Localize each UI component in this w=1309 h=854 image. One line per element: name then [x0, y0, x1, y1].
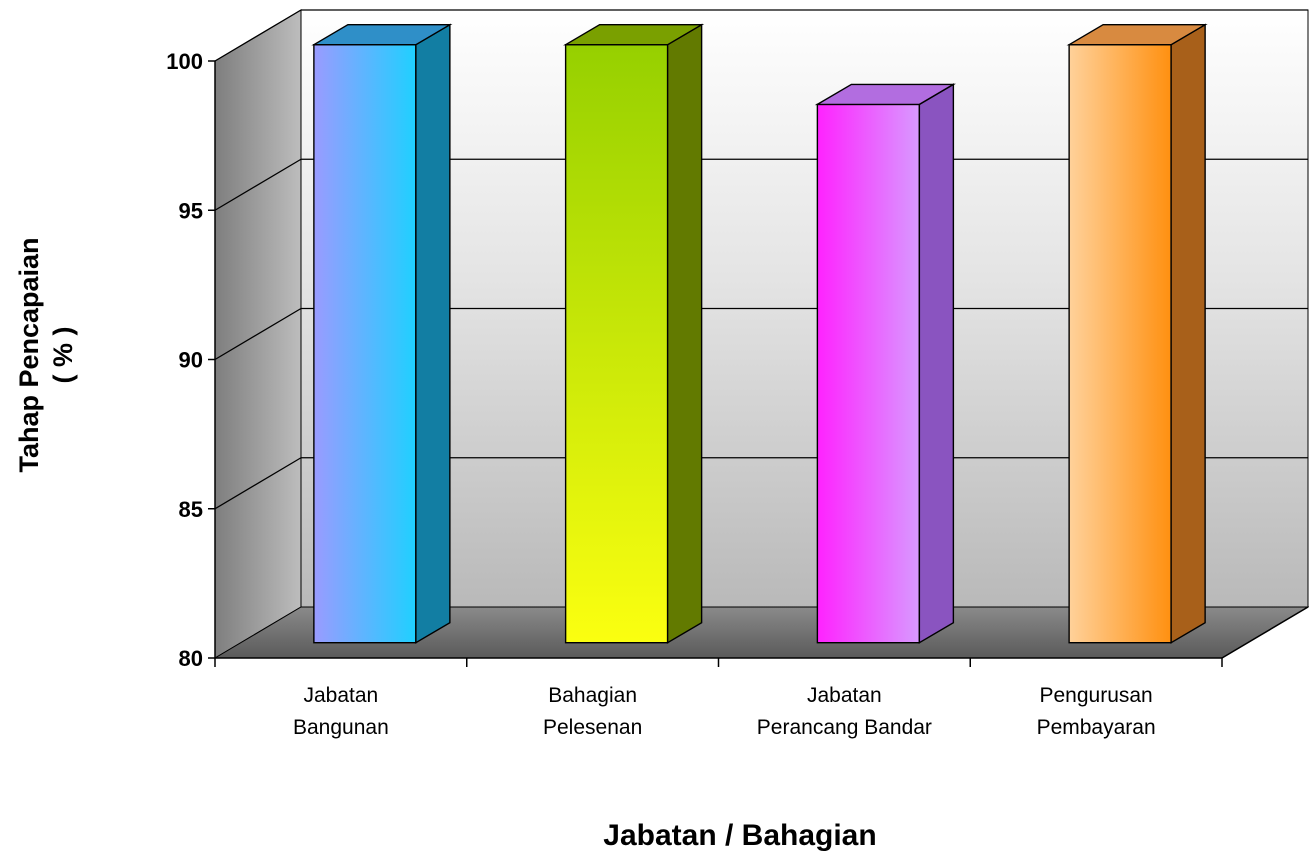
x-tick-label-line: Bahagian — [548, 684, 637, 707]
x-tick-label: Jabatan Perancang Bandar — [757, 684, 932, 739]
axes — [208, 60, 1309, 667]
x-tick-label: Bahagian Pelesenan — [543, 684, 642, 739]
bar-top — [311, 24, 453, 46]
y-tick-label: 90 — [179, 348, 203, 373]
x-tick-label: Pengurusan Pembayaran — [1037, 684, 1156, 739]
bar — [563, 23, 705, 644]
bar-front — [564, 44, 669, 644]
x-tick-labels: Jabatan Bangunan Bahagian Pelesenan Jabatan P… — [293, 684, 1156, 739]
y-tick-label: 100 — [166, 49, 203, 74]
bar — [814, 83, 956, 644]
bar-side — [666, 23, 703, 644]
gridline-side — [214, 457, 302, 510]
bar — [311, 23, 453, 644]
bar-top — [1066, 24, 1208, 46]
y-tick-label: 85 — [179, 497, 203, 522]
bar-side — [918, 83, 955, 644]
bar-front — [816, 103, 921, 644]
y-axis-label-unit: ( % ) — [48, 327, 78, 384]
x-tick-label: Jabatan Bangunan — [293, 684, 389, 739]
x-tick-label-line: Jabatan — [807, 684, 882, 707]
y-axis-label: Tahap Pencapaian — [14, 237, 44, 472]
x-tick-label-line: Pembayaran — [1037, 716, 1156, 739]
x-tick-label-line: Pelesenan — [543, 716, 642, 739]
x-axis-label: Jabatan / Bahagian — [603, 819, 876, 852]
bar-top — [563, 24, 705, 46]
y-tick-label: 80 — [179, 646, 203, 671]
bar — [1066, 23, 1208, 644]
gridline-side — [214, 158, 302, 211]
bar-top — [814, 83, 956, 106]
gridline-side — [214, 9, 302, 62]
bars — [311, 23, 1208, 644]
bar-side — [415, 23, 451, 644]
bar-front — [313, 44, 417, 644]
y-tick-labels: 80 85 90 95 100 — [166, 49, 203, 671]
bar-side — [1170, 23, 1206, 644]
floor-edge — [1221, 606, 1309, 659]
gridline-side — [214, 307, 302, 361]
x-tick-label-line: Perancang Bandar — [757, 716, 932, 739]
x-tick-label-line: Pengurusan — [1039, 684, 1152, 707]
x-tick-label-line: Jabatan — [304, 684, 379, 707]
x-tick-label-line: Bangunan — [293, 716, 389, 739]
y-tick-label: 95 — [179, 198, 203, 223]
bar-front — [1068, 44, 1172, 644]
